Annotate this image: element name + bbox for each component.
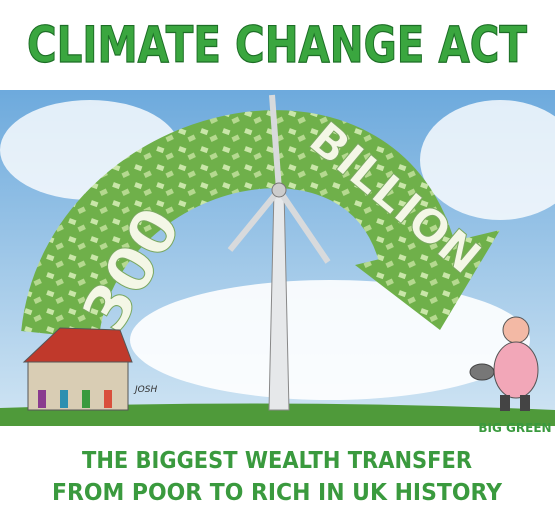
caption-line: THE BIGGEST WEALTH TRANSFER (82, 448, 472, 474)
signature: JOSH (133, 385, 157, 395)
caption-line: FROM POOR TO RICH IN UK HISTORY (52, 480, 502, 506)
character-label: BIG GREEN (478, 421, 551, 435)
cloud (130, 280, 530, 400)
cartoon: 300 BILLION JOSH BIG GREEN CLIMATE CHANG… (0, 0, 555, 514)
title: CLIMATE CHANGE ACT (27, 16, 527, 74)
